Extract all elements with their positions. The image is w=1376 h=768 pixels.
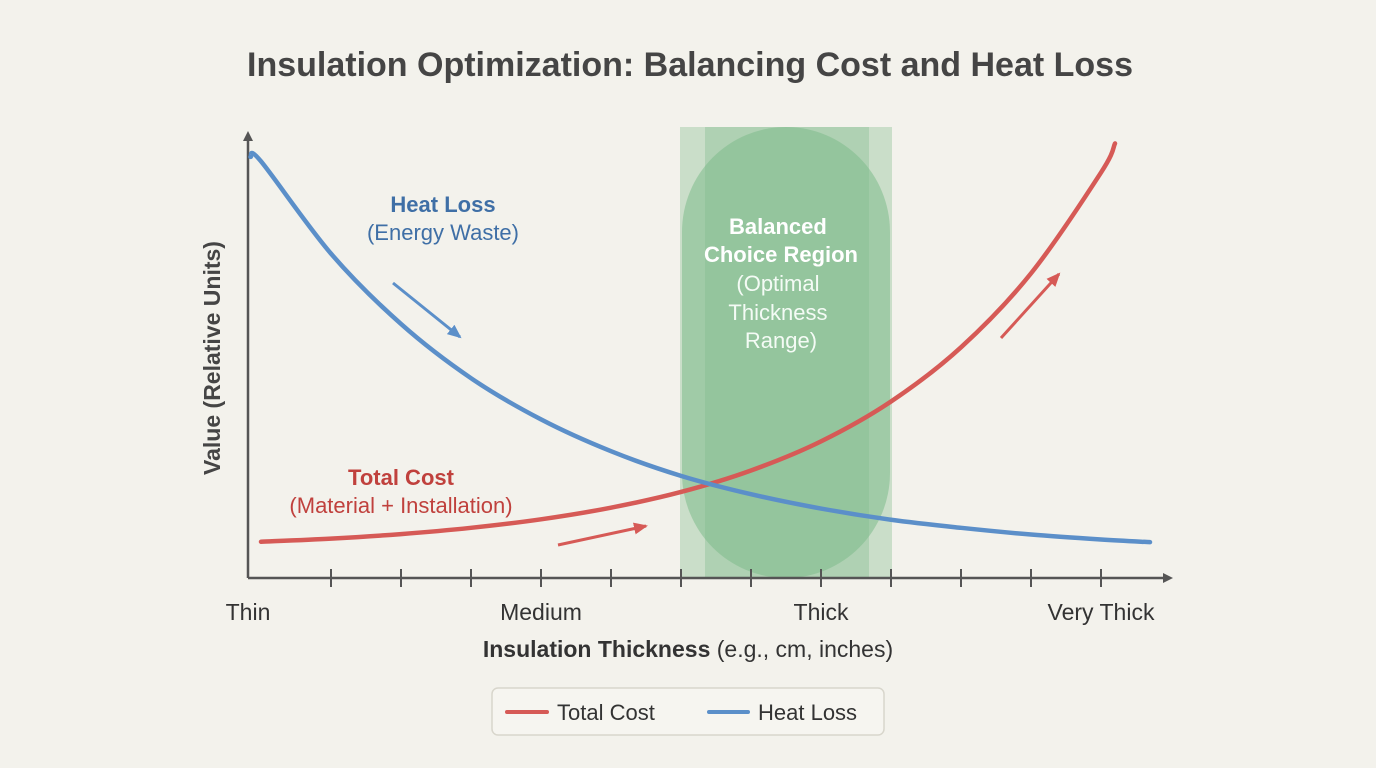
legend-label-heat-loss: Heat Loss — [758, 700, 857, 725]
total-cost-annotation-subtitle: (Material + Installation) — [289, 493, 512, 518]
x-tick-label: Thin — [226, 599, 271, 625]
series-line-total-cost — [258, 141, 1118, 544]
svg-text:Balanced Choice Region: Balanced Choice Region — [704, 214, 858, 267]
series-line-heat-loss — [248, 150, 1153, 545]
x-axis-label-rest: (e.g., cm, inches) — [710, 636, 893, 662]
x-axis-label-bold: Insulation Thickness — [483, 636, 711, 662]
region-title-line: Choice Region — [704, 242, 858, 267]
y-axis-label: Value (Relative Units) — [199, 241, 225, 475]
total-cost-trend-arrow — [999, 272, 1061, 340]
total-cost-annotation-title: Total Cost — [348, 465, 455, 490]
heat-loss-annotation-subtitle: (Energy Waste) — [367, 220, 519, 245]
chart-title: Insulation Optimization: Balancing Cost … — [247, 46, 1133, 84]
x-tick-label: Medium — [500, 599, 582, 625]
optimal-region-pill — [682, 127, 890, 578]
svg-text:Insulation Thickness (e.g., cm: Insulation Thickness (e.g., cm, inches) — [483, 636, 893, 662]
region-subtitle-line: (Optimal — [736, 271, 819, 296]
legend-label-total-cost: Total Cost — [557, 700, 655, 725]
legend: Total Cost Heat Loss — [491, 687, 885, 736]
total-cost-trend-arrow — [557, 522, 648, 547]
region-subtitle-line: Thickness — [728, 300, 827, 325]
region-title-line: Balanced — [729, 214, 827, 239]
heat-loss-annotation-title: Heat Loss — [390, 192, 495, 217]
region-subtitle-line: Range) — [745, 328, 817, 353]
x-tick-label: Very Thick — [1048, 599, 1155, 625]
x-tick-label: Thick — [794, 599, 849, 625]
heat-loss-trend-arrow — [392, 281, 462, 339]
svg-text:(Optimal Thickness: (Optimal Thickness Range) — [728, 271, 833, 353]
optimal-region: Balanced Choice Region (Optimal Thicknes… — [680, 127, 892, 578]
